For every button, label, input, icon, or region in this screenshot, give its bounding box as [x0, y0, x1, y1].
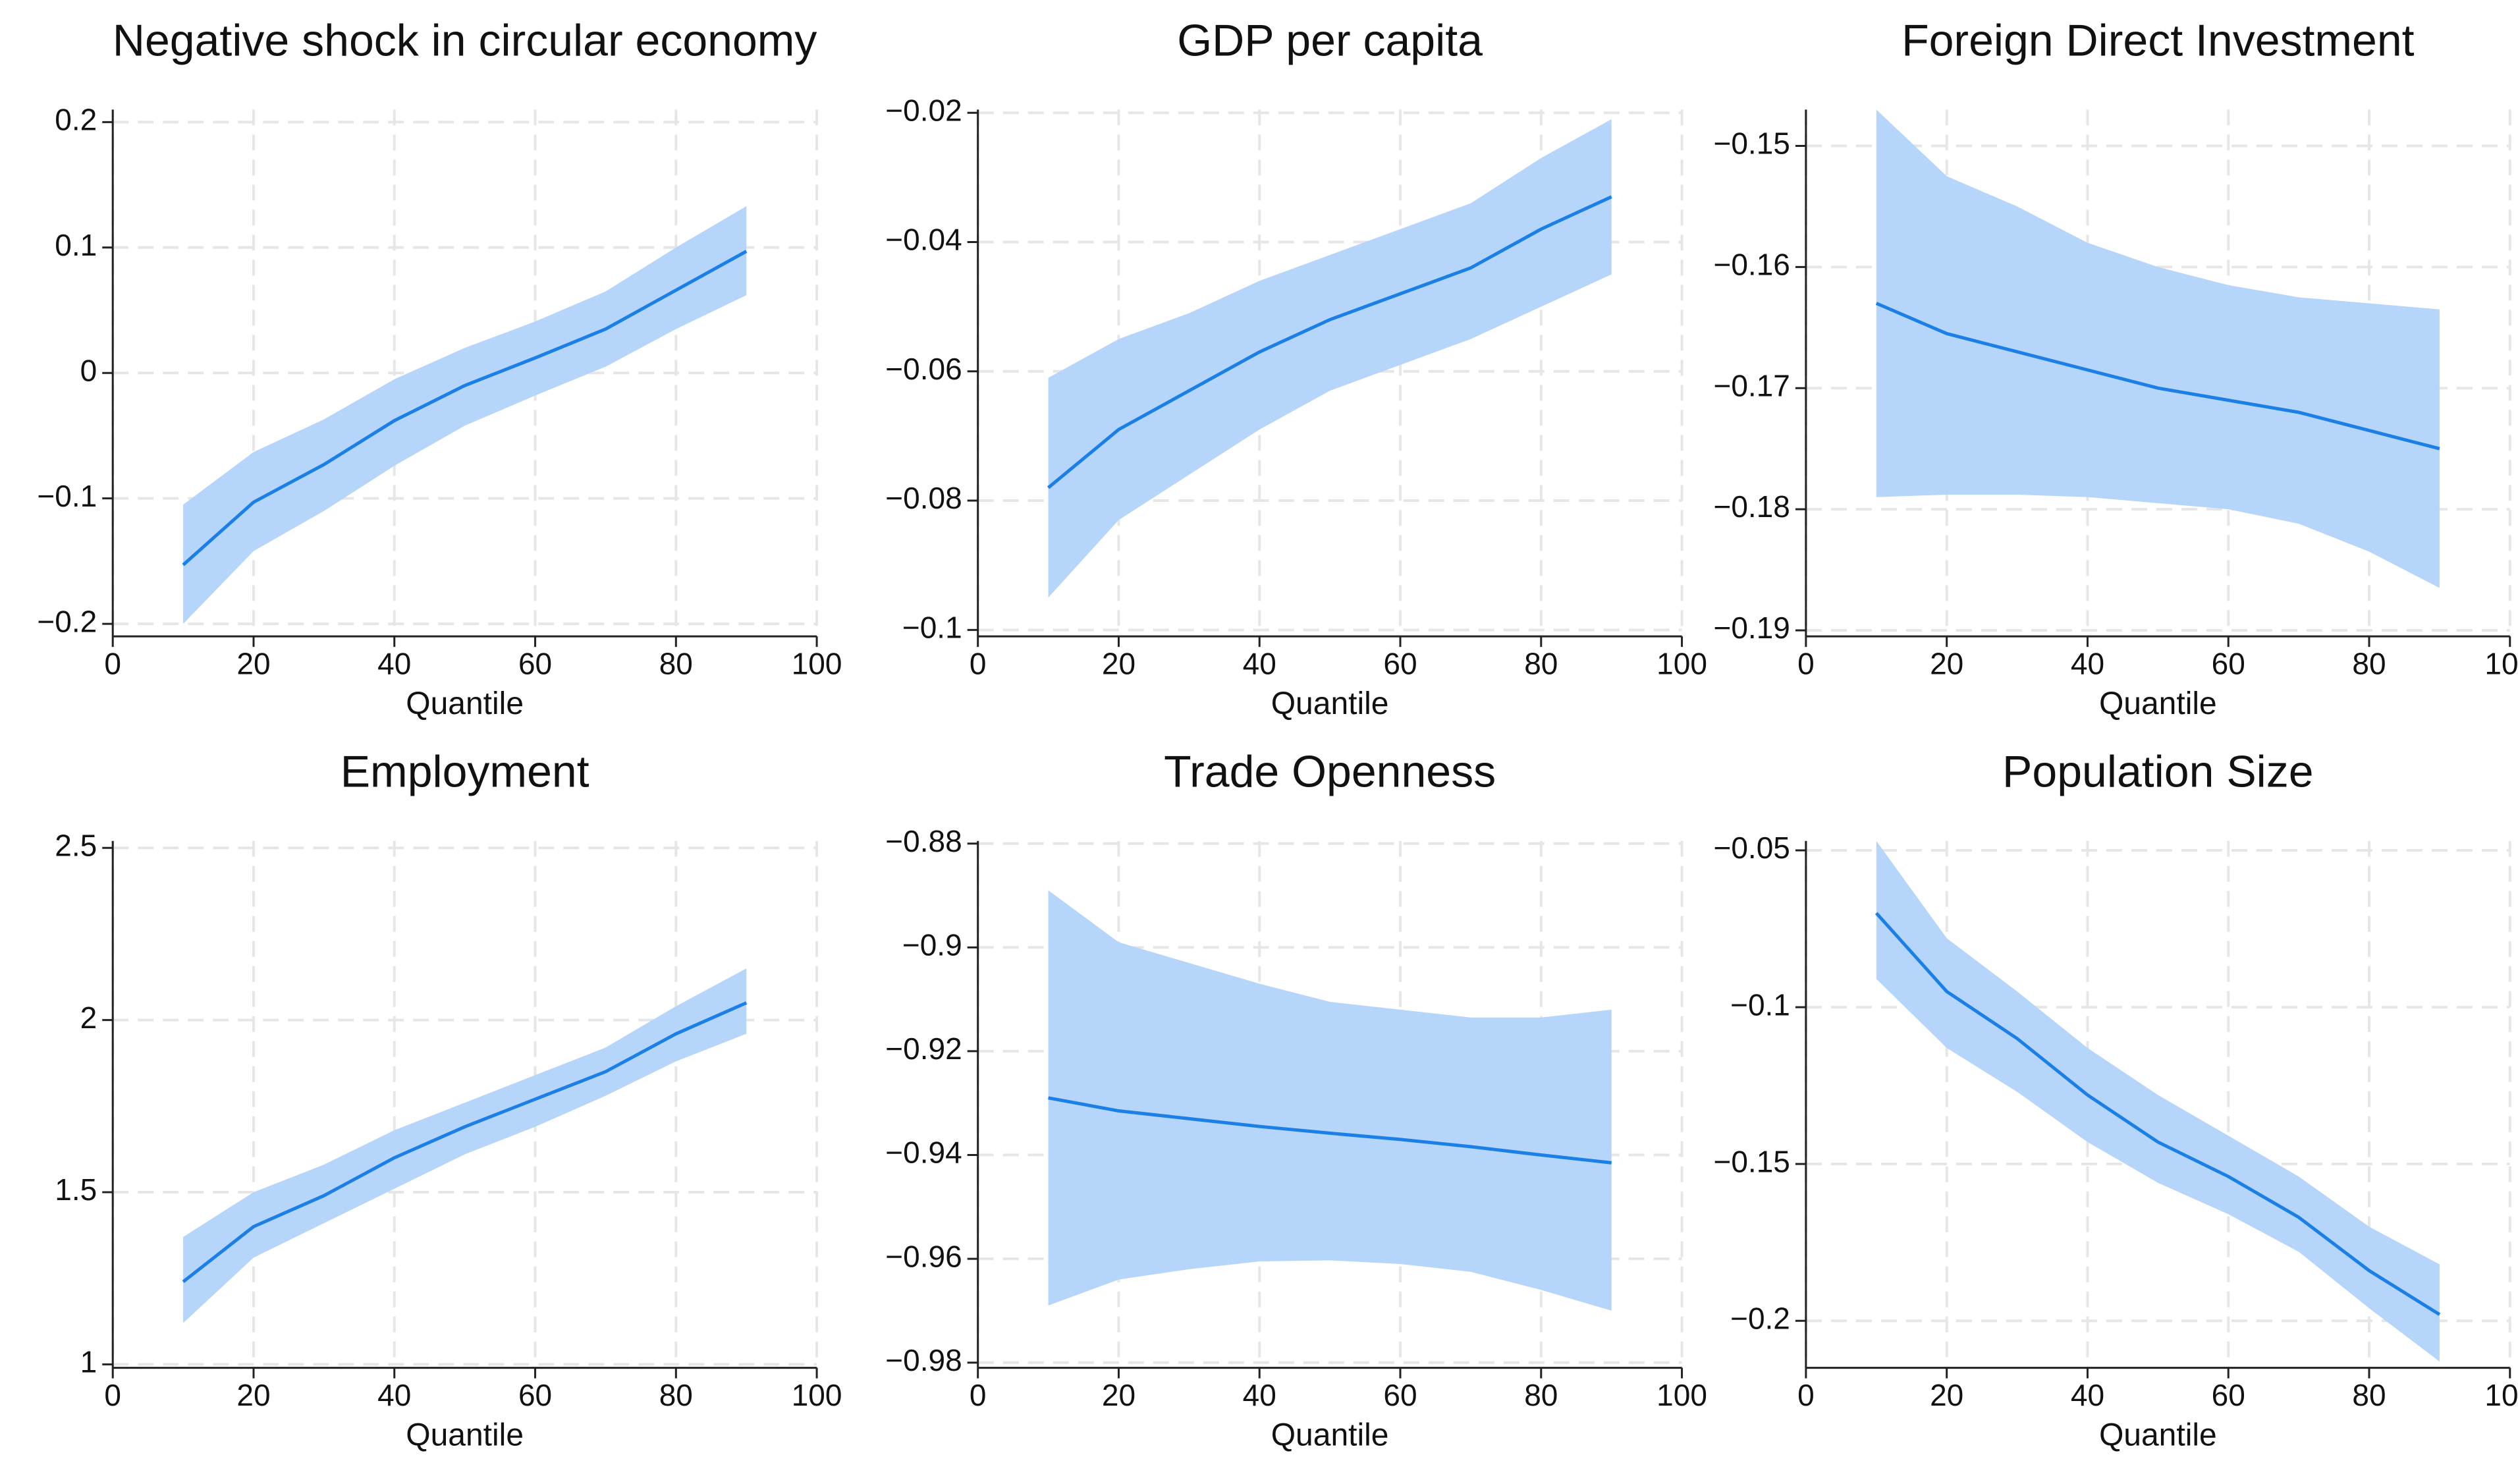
panel: 0 20 40 60 80 100 −0.1 −0.08 −0.06 −0.04 −0.02 Quan…	[885, 15, 1707, 721]
x-tick-label: 0	[970, 646, 987, 680]
y-tick-label: −0.96	[885, 1239, 962, 1273]
y-tick-label: 1.5	[55, 1172, 97, 1207]
y-tick-label: −0.94	[885, 1136, 962, 1170]
x-tick-label: 0	[104, 1378, 121, 1412]
x-tick-label: 0	[1797, 1378, 1815, 1412]
y-tick-label: −0.19	[1713, 611, 1790, 645]
x-tick-label: 80	[1524, 1378, 1558, 1412]
y-tick-label: −0.1	[1730, 987, 1790, 1022]
y-tick-label: −0.9	[902, 927, 962, 962]
x-axis-title: Quantile	[1271, 1417, 1389, 1452]
chart-title: Population Size	[2002, 747, 2314, 797]
x-axis-title: Quantile	[1271, 686, 1389, 721]
x-tick-label: 20	[1102, 646, 1136, 680]
y-tick-label: −0.18	[1713, 489, 1790, 524]
x-tick-label: 100	[1656, 1378, 1707, 1412]
x-tick-label: 20	[1930, 1378, 1963, 1412]
estimate-line	[182, 1001, 748, 1283]
chart-title: GDP per capita	[1177, 15, 1483, 65]
x-axis-title: Quantile	[2099, 1417, 2217, 1452]
y-tick-label: 2	[80, 1001, 97, 1035]
chart-title: Foreign Direct Investment	[1902, 15, 2415, 65]
x-tick-label: 100	[792, 1378, 842, 1412]
x-tick-label: 0	[104, 646, 121, 680]
x-tick-label: 60	[518, 1378, 552, 1412]
confidence-band	[183, 968, 747, 1323]
y-tick-label: −0.92	[885, 1031, 962, 1066]
estimate-line	[182, 250, 748, 566]
y-tick-label: 1	[80, 1345, 97, 1379]
x-tick-label: 40	[1243, 1378, 1276, 1412]
x-tick-label: 20	[1102, 1378, 1136, 1412]
chart-title: Trade Openness	[1164, 747, 1496, 797]
x-tick-label: 60	[2212, 646, 2245, 680]
panel: 0 20 40 60 80 100 −0.98 −0.96 −0.94 −0.92 −0.9 −0.8…	[885, 747, 1707, 1453]
x-axis-title: Quantile	[2099, 686, 2217, 721]
chart-title: Employment	[341, 747, 589, 797]
confidence-band	[1876, 840, 2440, 1362]
y-tick-label: −0.02	[885, 93, 962, 127]
x-tick-label: 20	[236, 1378, 270, 1412]
x-tick-label: 80	[659, 1378, 693, 1412]
x-axis-title: Quantile	[406, 1417, 524, 1452]
y-tick-label: −0.08	[885, 481, 962, 515]
x-tick-label: 0	[1797, 646, 1815, 680]
y-tick-label: 0.1	[55, 228, 97, 262]
y-tick-label: −0.15	[1713, 1144, 1790, 1178]
y-tick-label: −0.98	[885, 1343, 962, 1377]
x-tick-label: 40	[2071, 1378, 2104, 1412]
x-tick-label: 40	[1243, 646, 1276, 680]
confidence-band	[1048, 119, 1612, 598]
x-tick-label: 60	[2212, 1378, 2245, 1412]
x-tick-label: 60	[1383, 1378, 1417, 1412]
y-tick-label: −0.04	[885, 223, 962, 257]
x-tick-label: 100	[1656, 646, 1707, 680]
y-tick-label: −0.2	[37, 604, 97, 638]
y-tick-label: −0.1	[37, 479, 97, 513]
x-axis-title: Quantile	[406, 686, 524, 721]
x-tick-label: 20	[1930, 646, 1963, 680]
x-tick-label: 80	[1524, 646, 1558, 680]
y-tick-label: 2.5	[55, 828, 97, 862]
y-tick-label: −0.05	[1713, 831, 1790, 865]
y-tick-label: −0.1	[902, 610, 962, 644]
estimate-line	[1047, 195, 1612, 489]
x-tick-label: 80	[2352, 1378, 2386, 1412]
x-tick-label: 20	[236, 646, 270, 680]
x-tick-label: 40	[377, 646, 411, 680]
estimate-line	[1048, 1096, 1612, 1165]
y-tick-label: −0.16	[1713, 248, 1790, 282]
y-tick-label: −0.88	[885, 824, 962, 858]
x-tick-label: 80	[2352, 646, 2386, 680]
estimate-line	[1875, 302, 2440, 451]
confidence-band	[1048, 890, 1612, 1311]
y-tick-label: −0.2	[1730, 1301, 1790, 1335]
x-tick-label: 80	[659, 646, 693, 680]
chart-title: Negative shock in circular economy	[113, 15, 817, 65]
x-tick-label: 40	[377, 1378, 411, 1412]
panel: 0 20 40 60 80 100 1 1.5 2 2.5 Quantile Employment	[55, 747, 842, 1453]
confidence-band	[1876, 109, 2440, 588]
x-tick-label: 100	[2484, 646, 2518, 680]
y-tick-label: −0.17	[1713, 368, 1790, 402]
x-tick-label: 40	[2071, 646, 2104, 680]
x-tick-label: 0	[970, 1378, 987, 1412]
y-tick-label: −0.06	[885, 352, 962, 386]
x-tick-label: 100	[792, 646, 842, 680]
x-tick-label: 60	[1383, 646, 1417, 680]
x-tick-label: 100	[2484, 1378, 2518, 1412]
x-tick-label: 60	[518, 646, 552, 680]
y-tick-label: −0.15	[1713, 126, 1790, 161]
panel: 0 20 40 60 80 100 −0.2 −0.1 0 0.1 0.2 Quantile Negat…	[37, 15, 842, 721]
confidence-band	[183, 206, 747, 624]
panel: 0 20 40 60 80 100 −0.2 −0.15 −0.1 −0.05 Quantile Po…	[1713, 747, 2518, 1453]
panel: 0 20 40 60 80 100 −0.19 −0.18 −0.17 −0.16 −0.15 Qua…	[1713, 15, 2518, 721]
y-tick-label: 0	[80, 353, 97, 387]
estimate-line	[1875, 912, 2441, 1316]
y-tick-label: 0.2	[55, 103, 97, 137]
